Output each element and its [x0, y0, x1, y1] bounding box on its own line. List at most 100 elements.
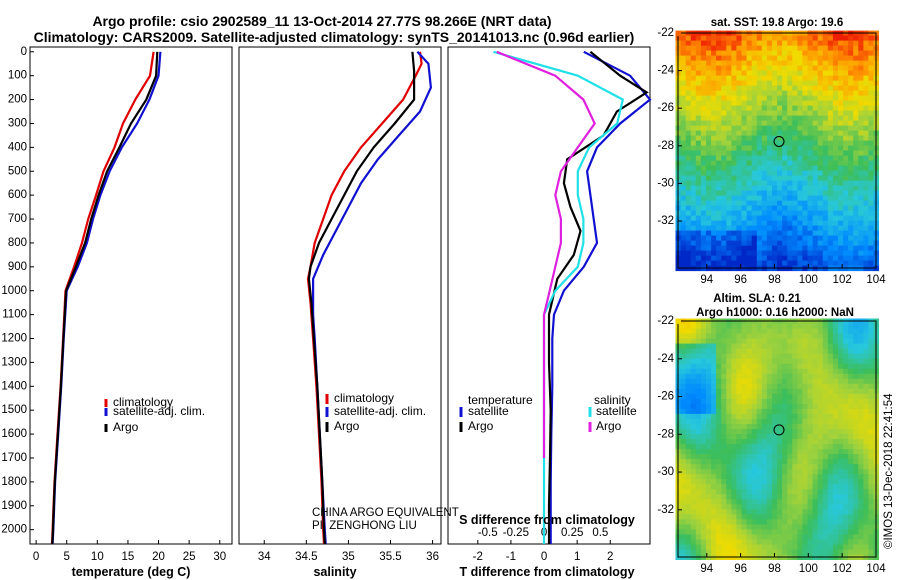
heatmap-cell	[843, 363, 849, 370]
heatmap-cell	[802, 499, 808, 505]
heatmap-cell	[680, 170, 687, 177]
heatmap-cell	[868, 459, 874, 465]
heatmap-cell	[812, 155, 819, 162]
heatmap-cell	[756, 494, 763, 500]
heatmap-cell	[716, 230, 722, 237]
heatmap-cell	[716, 454, 722, 460]
heatmap-cell	[858, 70, 864, 77]
heatmap-cell	[721, 180, 727, 187]
heatmap-cell	[700, 110, 707, 117]
heatmap-cell	[721, 539, 727, 545]
heatmap-cell	[863, 419, 869, 425]
heatmap-cell	[802, 378, 808, 385]
heatmap-cell	[772, 333, 778, 340]
heatmap-cell	[858, 514, 864, 520]
heatmap-cell	[832, 424, 839, 430]
heatmap-cell	[716, 135, 722, 142]
heatmap-cell	[858, 165, 864, 172]
heatmap-cell	[731, 65, 737, 72]
heatmap-cell	[680, 353, 687, 360]
heatmap-cell	[777, 509, 783, 515]
heatmap-cell	[858, 210, 864, 217]
heatmap-cell	[843, 130, 849, 137]
heatmap-cell	[756, 210, 763, 217]
heatmap-cell	[716, 529, 722, 535]
heatmap-cell	[726, 90, 732, 97]
heatmap-cell	[685, 353, 692, 360]
heatmap-cell	[817, 378, 824, 385]
heatmap-cell	[868, 75, 874, 82]
heatmap-cell	[812, 524, 819, 530]
heatmap-cell	[726, 388, 732, 395]
heatmap-cell	[706, 140, 712, 147]
heatmap-cell	[787, 479, 793, 485]
heatmap-cell	[807, 40, 813, 47]
heatmap-cell	[741, 429, 747, 435]
depth-axis: 0100200300400500600700800900100011001200…	[1, 46, 34, 536]
heatmap-cell	[695, 235, 702, 242]
heatmap-cell	[822, 85, 829, 92]
heatmap-cell	[700, 170, 707, 177]
heatmap-cell	[741, 155, 747, 162]
heatmap-cell	[863, 240, 869, 247]
heatmap-cell	[838, 255, 844, 262]
heatmap-cell	[731, 499, 737, 505]
heatmap-cell	[756, 105, 763, 112]
heatmap-cell	[858, 494, 864, 500]
heatmap-cell	[817, 185, 824, 192]
y-tick-label: -30	[657, 177, 674, 189]
depth-tick-label: 2000	[1, 524, 27, 536]
heatmap-cell	[700, 539, 707, 545]
heatmap-cell	[772, 240, 778, 247]
heatmap-cell	[746, 534, 753, 540]
heatmap-cell	[797, 220, 803, 227]
heatmap-cell	[868, 160, 874, 167]
heatmap-cell	[827, 439, 834, 445]
heatmap-cell	[807, 333, 813, 340]
heatmap-cell	[756, 245, 763, 252]
heatmap-cell	[822, 504, 829, 510]
heatmap-cell	[736, 383, 742, 390]
heatmap-cell	[802, 150, 808, 157]
heatmap-cell	[817, 50, 824, 57]
heatmap-cell	[731, 130, 737, 137]
heatmap-cell	[802, 358, 808, 365]
heatmap-cell	[817, 529, 824, 535]
heatmap-cell	[843, 55, 849, 62]
heatmap-cell	[695, 190, 702, 197]
heatmap-cell	[802, 343, 808, 350]
heatmap-cell	[782, 403, 788, 410]
heatmap-cell	[766, 185, 773, 192]
heatmap-cell	[690, 160, 697, 167]
heatmap-cell	[751, 504, 758, 510]
heatmap-cell	[838, 524, 844, 530]
heatmap-cell	[736, 348, 742, 355]
heatmap-cell	[695, 240, 702, 247]
heatmap-cell	[838, 378, 844, 385]
heatmap-cell	[700, 125, 707, 132]
heatmap-cell	[827, 484, 834, 490]
salinity-legend: climatology satellite-adj. clim. Argo	[325, 391, 426, 433]
heatmap-cell	[726, 494, 732, 500]
heatmap-cell	[761, 323, 768, 330]
heatmap-cell	[751, 398, 758, 405]
heatmap-cell	[787, 105, 793, 112]
heatmap-cell	[711, 494, 717, 500]
heatmap-cell	[751, 524, 758, 530]
heatmap-cell	[807, 529, 813, 535]
heatmap-cell	[792, 544, 798, 550]
heatmap-cell	[721, 388, 727, 395]
heatmap-cell	[761, 165, 768, 172]
heatmap-cell	[812, 333, 819, 340]
heatmap-cell	[822, 444, 829, 450]
heatmap-cell	[731, 459, 737, 465]
heatmap-cell	[716, 225, 722, 232]
heatmap-cell	[822, 65, 829, 72]
heatmap-cell	[807, 348, 813, 355]
heatmap-cell	[751, 358, 758, 365]
heatmap-cell	[700, 75, 707, 82]
heatmap-cell	[746, 35, 753, 42]
heatmap-cell	[777, 469, 783, 475]
heatmap-cell	[690, 155, 697, 162]
heatmap-cell	[706, 539, 712, 545]
